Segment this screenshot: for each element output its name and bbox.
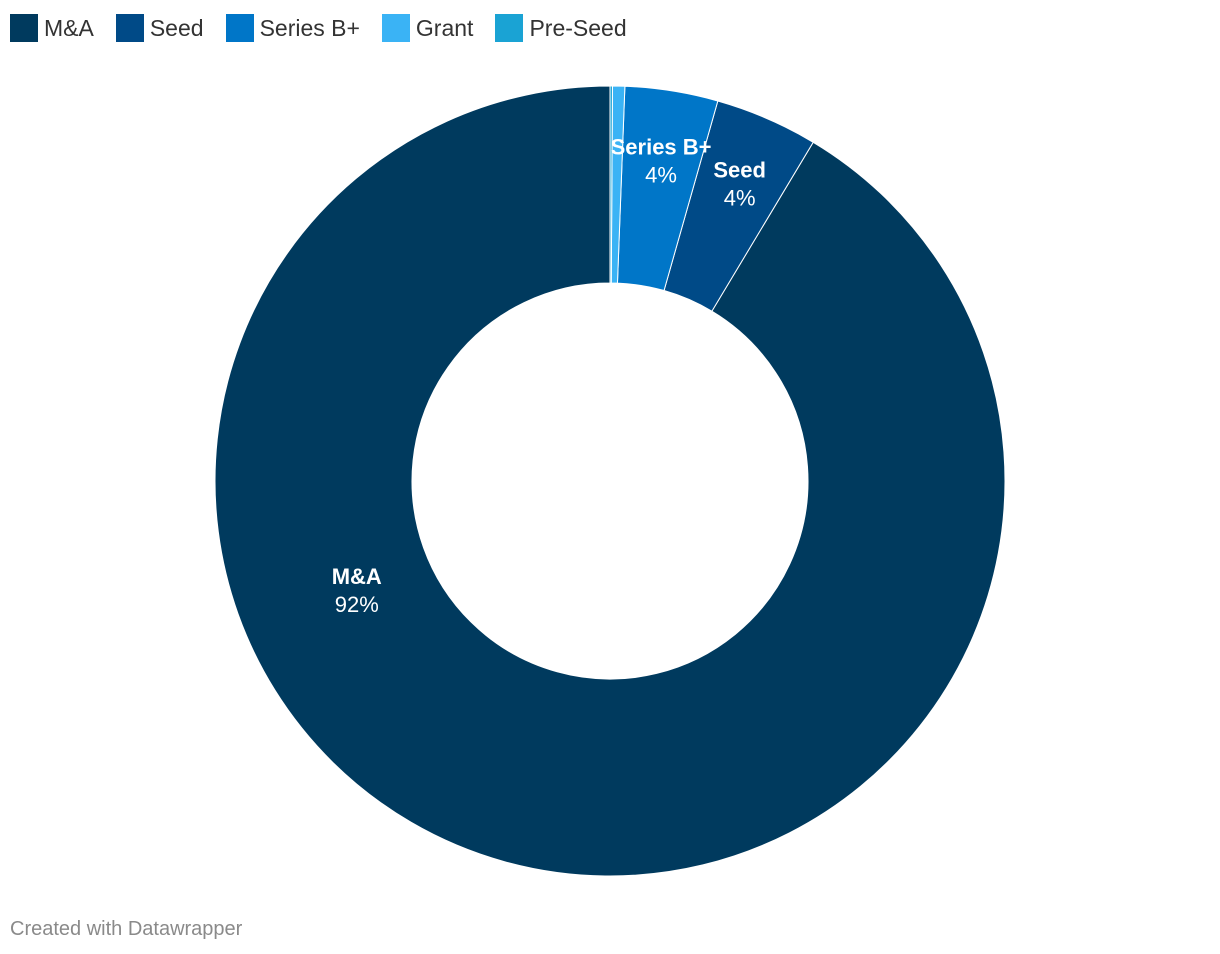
legend-item-pre-seed: Pre-Seed — [495, 14, 627, 42]
donut-labels: M&A 92% Seed 4% Series B+ 4% — [332, 135, 766, 618]
footer-credit: Created with Datawrapper — [10, 918, 243, 940]
data-label-value-m-and-a: 92% — [335, 592, 379, 617]
legend-swatch-series-b-plus — [225, 14, 254, 42]
legend-item-seed: Seed — [115, 14, 204, 42]
data-label-name-seed: Seed — [713, 157, 766, 182]
legend-label-pre-seed: Pre-Seed — [529, 14, 627, 41]
donut-slices — [214, 85, 1006, 877]
slice-pre-seed — [609, 85, 613, 284]
legend-swatch-pre-seed — [495, 14, 524, 42]
legend-swatch-m-and-a — [10, 14, 38, 42]
legend: M&A Seed Series B+ Grant Pre-Seed — [10, 14, 627, 42]
legend-label-series-b-plus: Series B+ — [259, 14, 360, 41]
data-label-value-seed: 4% — [724, 185, 756, 210]
legend-label-seed: Seed — [149, 14, 204, 41]
data-label-value-series-b-plus: 4% — [645, 163, 677, 188]
legend-label-m-and-a: M&A — [44, 14, 94, 41]
legend-item-m-and-a: M&A — [10, 14, 94, 42]
legend-label-grant: Grant — [415, 14, 474, 41]
data-label-name-m-and-a: M&A — [332, 564, 382, 589]
slice-m-and-a — [214, 85, 1006, 877]
legend-swatch-grant — [381, 14, 410, 42]
legend-item-series-b-plus: Series B+ — [225, 14, 360, 42]
legend-item-grant: Grant — [381, 14, 474, 42]
legend-swatch-seed — [115, 14, 144, 42]
data-label-name-series-b-plus: Series B+ — [611, 135, 712, 160]
